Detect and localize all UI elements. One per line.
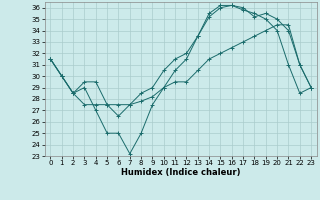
X-axis label: Humidex (Indice chaleur): Humidex (Indice chaleur) — [121, 168, 241, 177]
